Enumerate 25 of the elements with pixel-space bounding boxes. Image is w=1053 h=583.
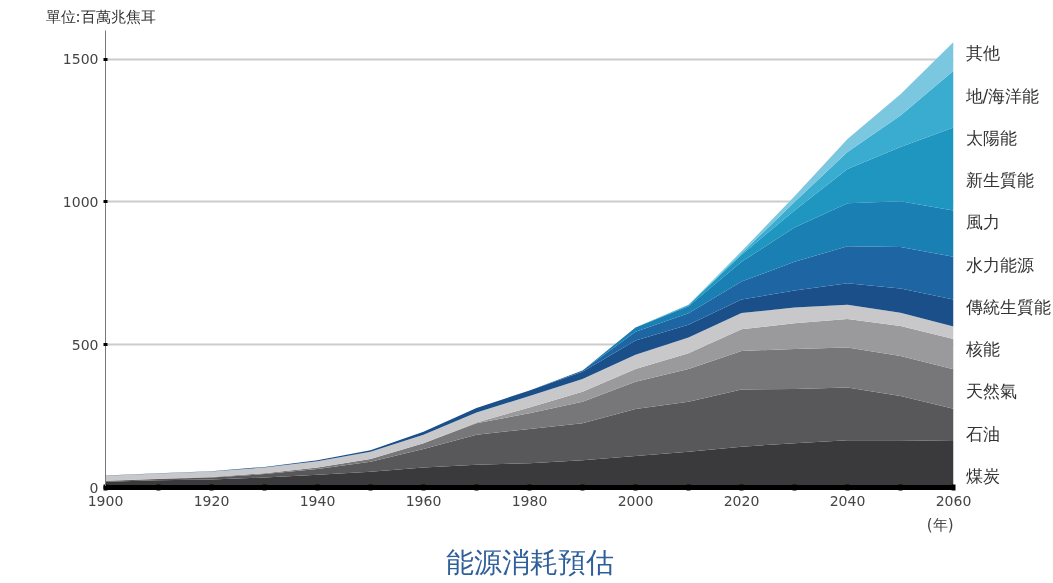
x-tick-label: 2040 — [829, 492, 866, 509]
series-label: 太陽能 — [965, 127, 1017, 148]
x-tick-label: 2020 — [723, 492, 760, 509]
y-tick-label: 1500 — [62, 51, 99, 68]
series-label: 新生質能 — [965, 170, 1034, 191]
text: 能源消耗預估 — [445, 545, 614, 579]
x-tick-label: 2000 — [617, 492, 654, 509]
y-tick-label: 1000 — [62, 193, 99, 210]
x-tick-label: 1920 — [193, 492, 230, 509]
series-label: 地/海洋能 — [964, 85, 1040, 106]
series-label: 風力 — [965, 212, 1000, 233]
series-label: 水力能源 — [965, 254, 1034, 275]
x-tick-label: 1980 — [511, 492, 548, 509]
x-tick-label: 1960 — [405, 492, 442, 509]
series-label: 傳統生質能 — [964, 296, 1051, 317]
x-tick-label: 1940 — [299, 492, 336, 509]
x-tick-label: 2060 — [935, 492, 972, 509]
series-label: 天然氣 — [965, 381, 1017, 402]
y-tick-label: 500 — [71, 336, 99, 353]
series-label: 石油 — [965, 423, 1000, 444]
series-label: 其他 — [965, 43, 1000, 64]
y-axis-title: 單位:百萬兆焦耳 — [45, 7, 156, 26]
x-axis-title: (年) — [926, 515, 954, 534]
series-label: 煤炭 — [965, 465, 1000, 486]
series-label: 核能 — [964, 338, 1000, 359]
